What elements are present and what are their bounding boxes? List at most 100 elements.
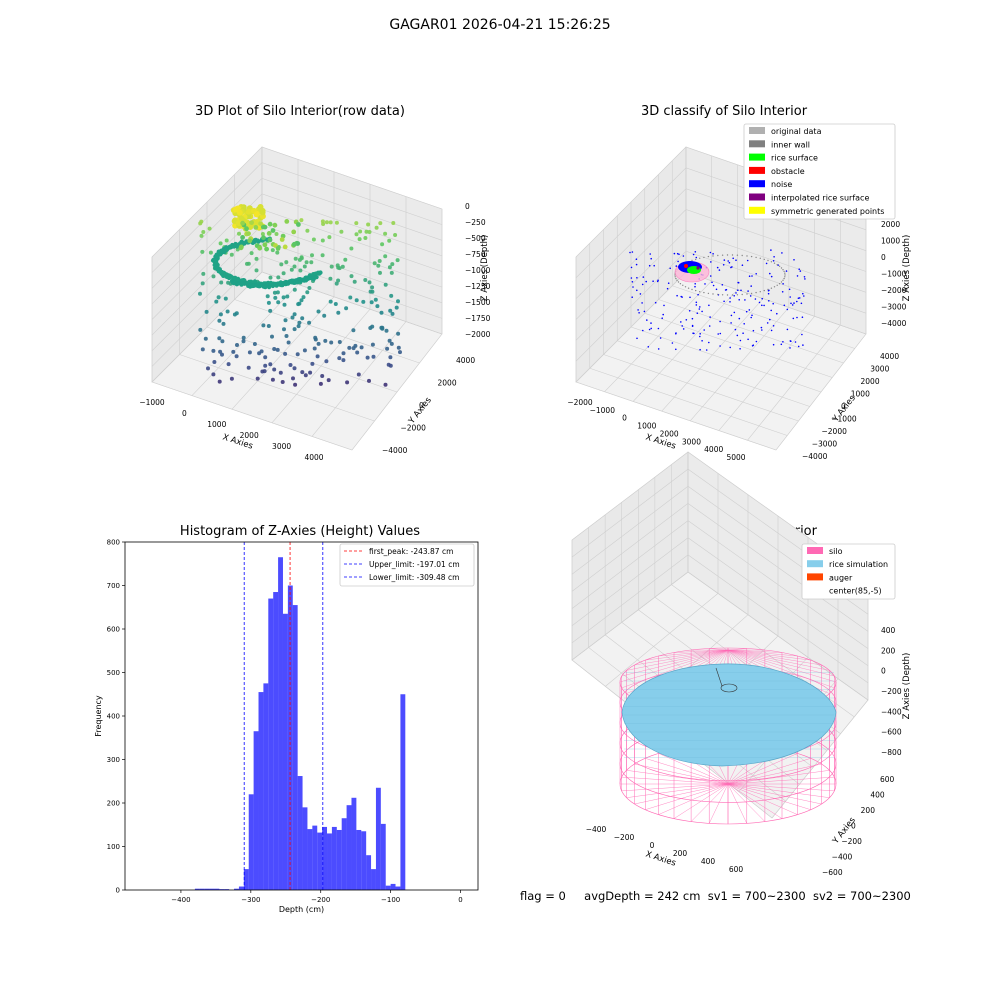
y-tick-label: 200 [107, 800, 120, 808]
x-tick-label: 600 [729, 865, 744, 874]
data-point [254, 268, 259, 273]
data-point [367, 280, 372, 285]
x-tick-label: 2000 [660, 429, 679, 438]
noise-point [678, 253, 680, 256]
noise-point [648, 264, 651, 267]
inner-wall-point [782, 279, 784, 281]
data-point [380, 242, 385, 247]
noise-point [773, 255, 775, 258]
histogram-bar [380, 823, 386, 890]
noise-point [769, 272, 771, 275]
noise-point [739, 339, 742, 342]
data-point [363, 278, 368, 282]
data-point [258, 221, 263, 227]
noise-point [729, 297, 731, 299]
data-point [235, 220, 242, 227]
noise-point [699, 333, 701, 335]
histogram-bar [273, 592, 279, 890]
noise-point [642, 276, 645, 278]
legend-swatch [749, 166, 765, 174]
data-point [259, 207, 266, 214]
noise-point [730, 322, 732, 324]
silo-floor-spoke [727, 763, 822, 785]
z-tick-label: −200 [881, 687, 902, 696]
noise-point [800, 302, 803, 305]
z-tick-label: −1000 [465, 266, 491, 275]
data-point [390, 311, 395, 316]
x-grid-line [771, 699, 869, 819]
noise-point [650, 257, 652, 260]
y-axis-label: Frequency [94, 695, 103, 737]
noise-point [659, 337, 662, 339]
data-point [268, 308, 273, 313]
noise-point [785, 270, 788, 272]
data-point [232, 206, 239, 213]
histogram-bar [282, 613, 288, 890]
data-point [334, 281, 339, 286]
noise-point [770, 329, 773, 332]
data-point [372, 261, 377, 266]
noise-point [708, 325, 711, 327]
data-point [310, 361, 315, 366]
data-point [305, 228, 310, 233]
noise-point [631, 281, 634, 283]
noise-point [631, 251, 634, 253]
noise-point [772, 302, 774, 305]
noise-point [796, 275, 799, 277]
data-point [207, 226, 212, 231]
inner-wall-point [731, 294, 734, 296]
inner-wall-point [676, 279, 678, 281]
data-point [262, 369, 267, 374]
data-point [361, 299, 366, 304]
data-point [320, 219, 325, 224]
z-tick-label: −4000 [881, 319, 907, 328]
noise-point [790, 302, 792, 305]
inner-wall-point [691, 259, 693, 262]
data-point [292, 366, 297, 371]
data-point [220, 352, 224, 357]
histogram-bar [327, 833, 332, 890]
silo-roof-spoke [709, 648, 729, 651]
data-point [292, 312, 297, 317]
inner-wall-point [717, 254, 719, 257]
data-point [252, 279, 258, 284]
data-point [278, 370, 283, 375]
noise-point [786, 308, 789, 311]
data-point [254, 256, 259, 261]
noise-point [796, 300, 798, 303]
data-point [291, 376, 295, 381]
silo-floor-spoke [645, 758, 729, 785]
silo-floor-spoke [709, 783, 729, 824]
z-grid-line [151, 146, 443, 258]
z-grid-line [575, 209, 867, 320]
noise-point [696, 312, 699, 315]
data-point [365, 355, 370, 360]
histogram-bar [375, 787, 381, 890]
silo-roof-spoke [634, 649, 729, 666]
data-point [265, 294, 270, 299]
noise-point [789, 296, 791, 298]
data-point [223, 296, 228, 301]
data-point [316, 309, 321, 314]
data-point [380, 325, 385, 330]
data-point [285, 294, 290, 299]
data-point [253, 220, 260, 227]
z-grid-line [151, 256, 443, 367]
noise-point [708, 304, 710, 307]
data-point [335, 263, 340, 268]
noise-point [781, 252, 783, 254]
noise-point [653, 264, 655, 267]
data-point [383, 282, 388, 287]
x-tick-label: 4000 [704, 445, 723, 454]
data-point [353, 343, 358, 348]
inner-wall-point [721, 294, 724, 296]
noise-point [666, 287, 669, 290]
data-point [283, 318, 288, 323]
z-tick-label: −2000 [881, 286, 907, 295]
silo-roof-spoke [673, 649, 729, 653]
noise-point [788, 288, 791, 291]
data-point [253, 225, 259, 230]
noise-point [758, 301, 761, 304]
data-point [221, 321, 226, 326]
